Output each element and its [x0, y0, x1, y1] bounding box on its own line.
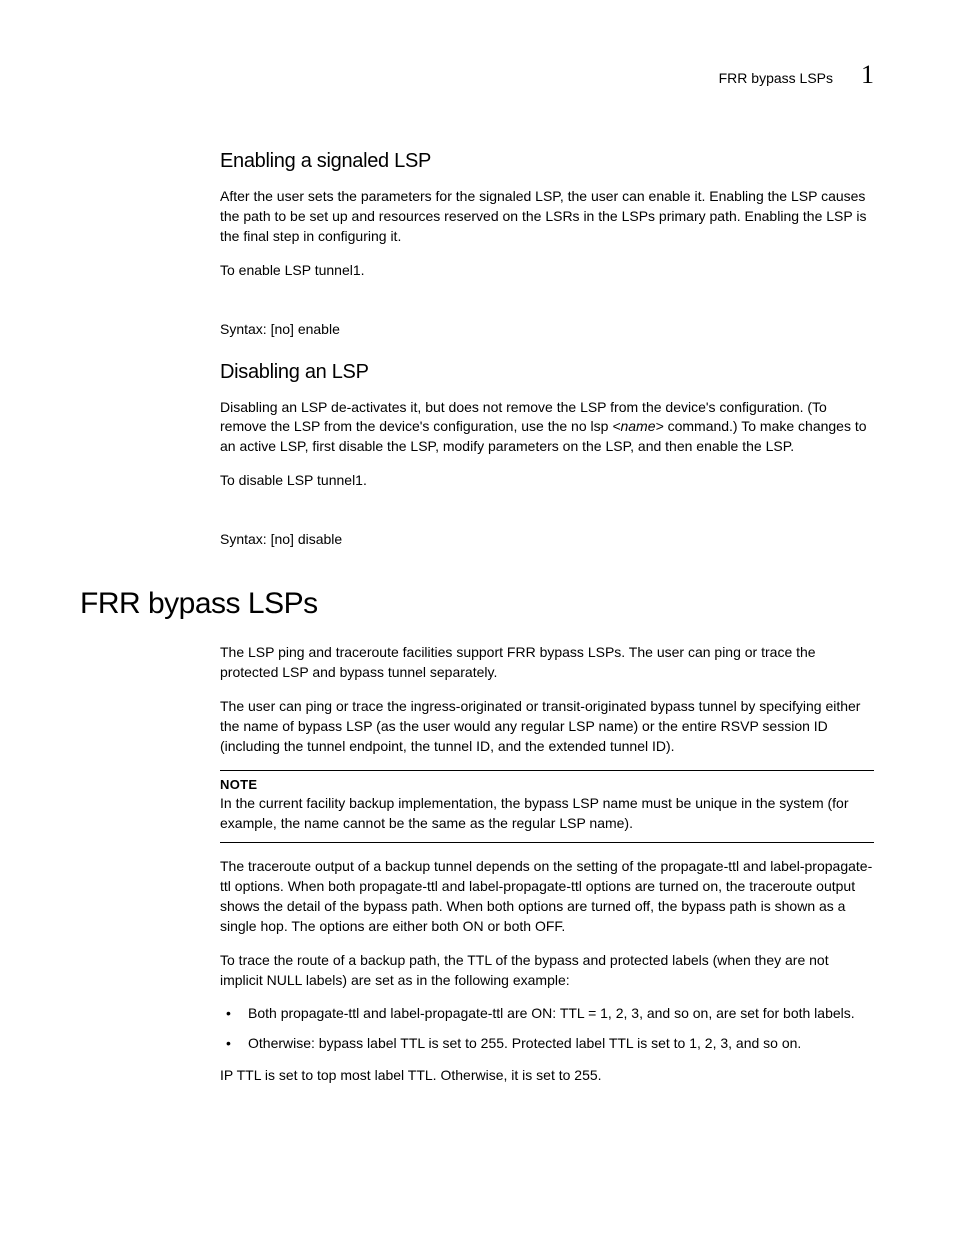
heading-enabling-signaled-lsp: Enabling a signaled LSP	[220, 150, 874, 173]
body-text: To trace the route of a backup path, the…	[220, 951, 874, 991]
body-text: Disabling an LSP de-activates it, but do…	[220, 398, 874, 458]
note-body: In the current facility backup implement…	[220, 794, 874, 834]
heading-frr-bypass-lsps: FRR bypass LSPs	[80, 587, 874, 621]
body-text: After the user sets the parameters for t…	[220, 187, 874, 247]
page-header: FRR bypass LSPs 1	[80, 60, 874, 90]
note-label: NOTE	[220, 777, 874, 792]
body-text: The user can ping or trace the ingress-o…	[220, 697, 874, 757]
body-text: To disable LSP tunnel1.	[220, 471, 874, 491]
page-container: FRR bypass LSPs 1 Enabling a signaled LS…	[0, 0, 954, 1160]
heading-disabling-lsp: Disabling an LSP	[220, 361, 874, 384]
content-area: Enabling a signaled LSP After the user s…	[80, 150, 874, 1086]
syntax-line: Syntax: [no] enable	[220, 321, 874, 337]
running-title: FRR bypass LSPs	[719, 70, 833, 86]
body-text: IP TTL is set to top most label TTL. Oth…	[220, 1066, 874, 1086]
param-name: <name>	[612, 418, 663, 434]
list-item: Both propagate-ttl and label-propagate-t…	[220, 1004, 874, 1024]
body-text: To enable LSP tunnel1.	[220, 261, 874, 281]
note-callout: NOTE In the current facility backup impl…	[220, 770, 874, 843]
chapter-number: 1	[861, 60, 874, 90]
list-item: Otherwise: bypass label TTL is set to 25…	[220, 1034, 874, 1054]
bullet-list: Both propagate-ttl and label-propagate-t…	[220, 1004, 874, 1054]
syntax-line: Syntax: [no] disable	[220, 531, 874, 547]
body-text: The LSP ping and traceroute facilities s…	[220, 643, 874, 683]
body-text: The traceroute output of a backup tunnel…	[220, 857, 874, 937]
